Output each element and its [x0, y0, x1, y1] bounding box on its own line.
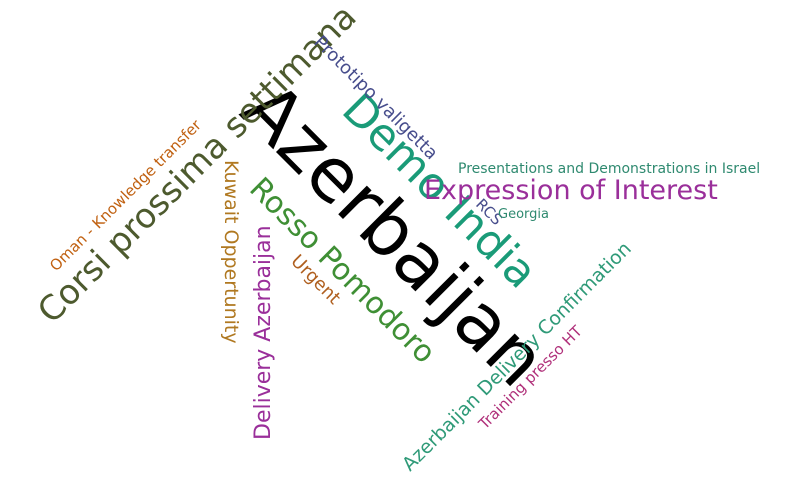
word-expression-of-interest[interactable]: Expression of Interest — [424, 175, 718, 206]
word-delivery-azerbaijan[interactable]: Delivery Azerbaijan — [251, 225, 276, 440]
word-kuwait-oppertunity[interactable]: Kuwait Oppertunity — [220, 160, 242, 344]
word-presentations-israel[interactable]: Presentations and Demonstrations in Isra… — [458, 161, 760, 177]
word-georgia[interactable]: Georgia — [498, 207, 549, 222]
